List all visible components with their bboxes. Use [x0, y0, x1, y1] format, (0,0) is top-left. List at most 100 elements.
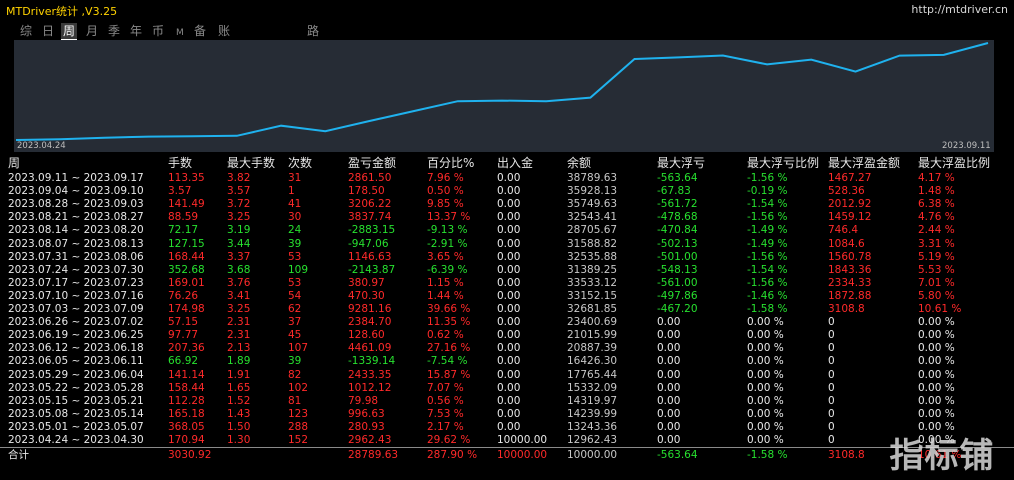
tab-day[interactable]: 日 — [42, 24, 55, 38]
cell-max-profit: 0 — [828, 329, 835, 342]
cell-max-loss-pct: -0.19 % — [747, 185, 788, 198]
cell-count: 123 — [288, 407, 309, 420]
cell-max-loss: 0.00 — [657, 355, 681, 368]
table-row: 2023.05.15 ~ 2023.05.21 112.28 1.52 81 79.98… — [0, 394, 1014, 408]
cell-max-loss: 0.00 — [657, 342, 681, 355]
cell-week: 2023.08.28 ~ 2023.09.03 — [8, 198, 144, 211]
cell-count: 37 — [288, 316, 302, 329]
cell-max-lots: 3.57 — [227, 185, 251, 198]
cell-balance: 21015.99 — [567, 329, 618, 342]
tab-week[interactable]: 周 — [61, 23, 78, 40]
cell-max-lots: 3.37 — [227, 250, 251, 263]
cell-count: 82 — [288, 368, 302, 381]
tab-quarter[interactable]: 季 — [108, 24, 121, 38]
cell-week: 2023.05.01 ~ 2023.05.07 — [8, 420, 144, 433]
cell-count: 288 — [288, 420, 309, 433]
table-row: 2023.06.12 ~ 2023.06.18 207.36 2.13 107 4461… — [0, 341, 1014, 355]
cell-lots: 158.44 — [168, 381, 205, 394]
header-max-lots: 最大手数 — [227, 156, 276, 170]
cell-count: 1 — [288, 185, 295, 198]
header-io: 出入金 — [497, 156, 534, 170]
cell-max-lots: 3.44 — [227, 237, 251, 250]
cell-week: 2023.06.12 ~ 2023.06.18 — [8, 342, 144, 355]
cell-max-loss: 0.00 — [657, 407, 681, 420]
cell-pl: 2433.35 — [348, 368, 392, 381]
tab-summary[interactable]: 综 — [20, 24, 33, 38]
tab-month[interactable]: 月 — [86, 24, 99, 38]
cell-max-profit: 0 — [828, 394, 835, 407]
cell-week: 2023.06.26 ~ 2023.07.02 — [8, 316, 144, 329]
cell-max-loss: -561.72 — [657, 198, 698, 211]
cell-pct: 39.66 % — [427, 303, 471, 315]
cell-pl: 3206.22 — [348, 198, 392, 211]
cell-pl: 2384.70 — [348, 316, 392, 329]
cell-lots: 141.49 — [168, 198, 205, 211]
cell-lots: 88.59 — [168, 211, 199, 224]
cell-week: 2023.05.08 ~ 2023.05.14 — [8, 407, 144, 420]
tab-currency[interactable]: 币 — [152, 24, 165, 38]
total-max-profit: 3108.8 — [828, 449, 865, 462]
tab-m[interactable]: M — [176, 28, 184, 38]
cell-week: 2023.08.07 ~ 2023.08.13 — [8, 237, 144, 250]
cell-pl: 280.93 — [348, 420, 385, 433]
cell-max-loss: -497.86 — [657, 289, 698, 302]
title-bar: MTDriver统计 ,V3.25 http://mtdriver.cn — [0, 0, 1014, 20]
cell-balance: 20887.39 — [567, 342, 618, 355]
total-io: 10000.00 — [497, 449, 548, 462]
cell-max-loss: 0.00 — [657, 434, 681, 446]
cell-count: 30 — [288, 211, 302, 224]
tab-notes[interactable]: 备 — [194, 24, 207, 38]
cell-max-lots: 1.43 — [227, 407, 251, 420]
total-max-profit-pct: 10.61 % — [918, 449, 962, 462]
balance-chart — [14, 40, 994, 152]
cell-max-loss-pct: -1.46 % — [747, 289, 788, 302]
cell-io: 0.00 — [497, 289, 521, 302]
cell-pct: 1.15 % — [427, 276, 464, 289]
balance-line — [15, 42, 989, 141]
header-week: 周 — [8, 156, 21, 170]
cell-max-loss-pct: -1.54 % — [747, 263, 788, 276]
cell-io: 0.00 — [497, 198, 521, 211]
table-row: 2023.07.31 ~ 2023.08.06 168.44 3.37 53 1146.… — [0, 250, 1014, 264]
cell-week: 2023.06.05 ~ 2023.06.11 — [8, 355, 144, 368]
cell-pl: -2143.87 — [348, 263, 396, 276]
cell-max-loss-pct: -1.56 % — [747, 250, 788, 263]
cell-week: 2023.05.22 ~ 2023.05.28 — [8, 381, 144, 394]
cell-pct: -9.13 % — [427, 224, 468, 237]
cell-max-lots: 3.19 — [227, 224, 251, 237]
cell-week: 2023.08.14 ~ 2023.08.20 — [8, 224, 144, 237]
cell-max-profit-pct: 0.00 % — [918, 368, 955, 381]
cell-lots: 127.15 — [168, 237, 205, 250]
cell-max-profit: 1459.12 — [828, 211, 872, 224]
cell-io: 10000.00 — [497, 434, 548, 446]
cell-lots: 368.05 — [168, 420, 205, 433]
table-header-row: 周 手数 最大手数 次数 盈亏金额 百分比% 出入金 余额 最大浮亏 最大浮亏比… — [0, 156, 1014, 170]
site-url-link[interactable]: http://mtdriver.cn — [911, 3, 1008, 16]
cell-io: 0.00 — [497, 263, 521, 276]
cell-pl: 178.50 — [348, 185, 385, 198]
cell-pl: 9281.16 — [348, 303, 392, 315]
cell-max-profit: 746.4 — [828, 224, 859, 237]
cell-max-lots: 3.25 — [227, 303, 251, 315]
cell-max-loss-pct: -1.49 % — [747, 224, 788, 237]
cell-pct: 13.37 % — [427, 211, 471, 224]
cell-max-loss: -470.84 — [657, 224, 698, 237]
tab-year[interactable]: 年 — [130, 24, 143, 38]
table-row: 2023.06.05 ~ 2023.06.11 66.92 1.89 39 -1339.… — [0, 354, 1014, 368]
cell-pct: 11.35 % — [427, 316, 471, 329]
cell-max-profit: 3108.8 — [828, 303, 865, 315]
cell-io: 0.00 — [497, 276, 521, 289]
cell-count: 102 — [288, 381, 309, 394]
cell-max-profit-pct: 0.00 % — [918, 394, 955, 407]
cell-max-loss-pct: -1.56 % — [747, 211, 788, 224]
cell-lots: 76.26 — [168, 289, 199, 302]
cell-io: 0.00 — [497, 368, 521, 381]
cell-balance: 32543.41 — [567, 211, 618, 224]
total-pct: 287.90 % — [427, 449, 478, 462]
cell-max-loss: 0.00 — [657, 381, 681, 394]
cell-max-profit-pct: 6.38 % — [918, 198, 955, 211]
cell-count: 39 — [288, 237, 302, 250]
table-row: 2023.07.03 ~ 2023.07.09 174.98 3.25 62 9281.… — [0, 302, 1014, 316]
cell-pct: 0.62 % — [427, 329, 464, 342]
table-row: 2023.08.14 ~ 2023.08.20 72.17 3.19 24 -2883.… — [0, 223, 1014, 237]
